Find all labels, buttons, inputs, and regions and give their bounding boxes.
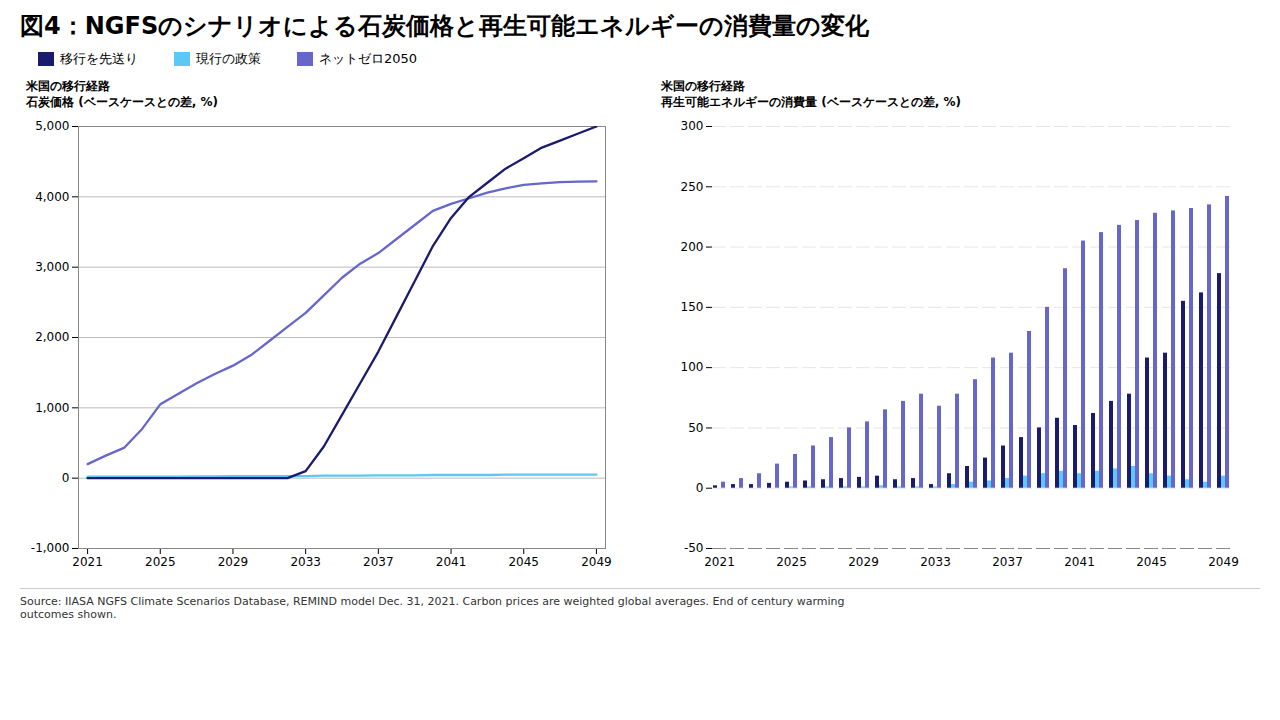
svg-text:2041: 2041 xyxy=(1064,555,1095,569)
svg-text:2037: 2037 xyxy=(363,555,394,569)
svg-text:2025: 2025 xyxy=(776,555,807,569)
svg-text:300: 300 xyxy=(681,120,704,134)
svg-text:2037: 2037 xyxy=(992,555,1023,569)
svg-text:2033: 2033 xyxy=(920,555,951,569)
svg-text:4,000: 4,000 xyxy=(35,190,69,204)
svg-text:-50: -50 xyxy=(684,542,704,556)
html-text:石炭価格 (ベースケースとの差, %): 石炭価格 (ベースケースとの差, %) xyxy=(26,95,218,110)
svg-text:2025: 2025 xyxy=(145,555,176,569)
html-text:Source: IIASA NGFS Climate Sce: Source: IIASA NGFS Climate Scenarios Dat… xyxy=(20,595,845,622)
html-text:現行の政策: 現行の政策 xyxy=(196,51,261,66)
svg-text:2049: 2049 xyxy=(1208,555,1239,569)
svg-text:5,000: 5,000 xyxy=(35,120,69,134)
svg-text:2045: 2045 xyxy=(1136,555,1167,569)
svg-text:2,000: 2,000 xyxy=(35,331,69,345)
svg-text:100: 100 xyxy=(681,361,704,375)
svg-text:200: 200 xyxy=(681,240,704,254)
svg-text:2045: 2045 xyxy=(508,555,539,569)
svg-text:2021: 2021 xyxy=(704,555,735,569)
html-text:再生可能エネルギーの消費量 (ベースケースとの差, %): 再生可能エネルギーの消費量 (ベースケースとの差, %) xyxy=(661,95,961,110)
svg-text:150: 150 xyxy=(681,301,704,315)
svg-text:250: 250 xyxy=(681,180,704,194)
html-text:図4：NGFSのシナリオによる石炭価格と再生可能エネルギーの: 図4：NGFSのシナリオによる石炭価格と再生可能エネルギーの消費量の変化 xyxy=(20,12,870,40)
html-text:米国の移行経路: 米国の移行経路 xyxy=(26,79,110,93)
svg-text:0: 0 xyxy=(696,481,704,495)
svg-text:2041: 2041 xyxy=(436,555,467,569)
svg-text:3,000: 3,000 xyxy=(35,260,69,274)
html-text:ネットゼロ2050: ネットゼロ2050 xyxy=(319,51,418,66)
svg-text:50: 50 xyxy=(688,421,703,435)
svg-text:-1,000: -1,000 xyxy=(31,542,70,556)
svg-text:0: 0 xyxy=(62,471,70,485)
svg-text:2033: 2033 xyxy=(290,555,321,569)
html-text:米国の移行経路: 米国の移行経路 xyxy=(661,79,745,93)
svg-text:2021: 2021 xyxy=(72,555,103,569)
svg-text:2049: 2049 xyxy=(581,555,612,569)
html-text:移行を先送り: 移行を先送り xyxy=(60,51,138,66)
svg-text:2029: 2029 xyxy=(218,555,249,569)
svg-text:2029: 2029 xyxy=(848,555,879,569)
svg-text:1,000: 1,000 xyxy=(35,401,69,415)
